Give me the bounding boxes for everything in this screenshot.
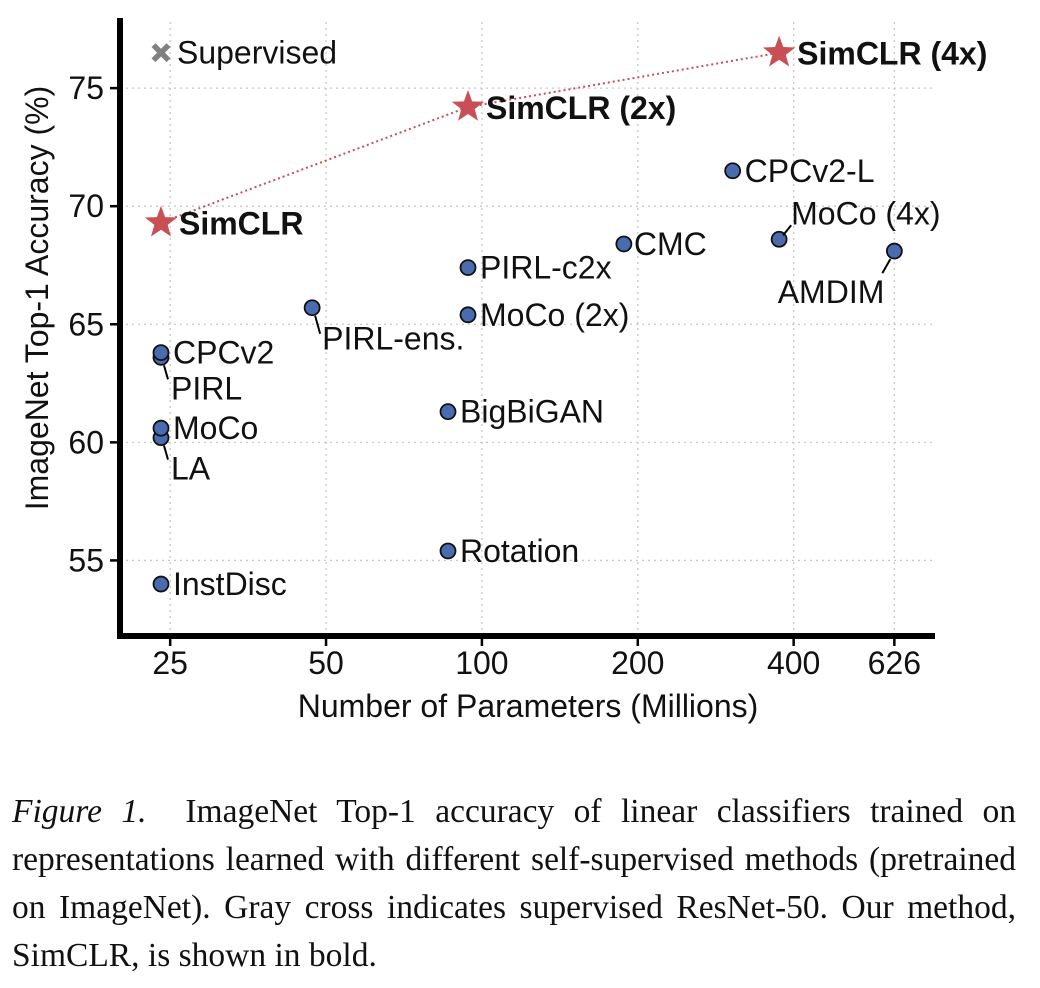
axes — [110, 18, 935, 646]
point-label-supervised: Supervised — [177, 35, 337, 71]
point-cmc — [615, 235, 633, 253]
point-label-moco-2x: MoCo (2x) — [480, 297, 629, 333]
point-label-rotation: Rotation — [460, 533, 579, 569]
star-simclr — [144, 205, 178, 237]
y-tick-label: 65 — [68, 306, 104, 342]
y-tick-label: 70 — [68, 188, 104, 224]
point-label-simclr-2x: SimCLR (2x) — [486, 90, 676, 126]
point-cpcv2 — [152, 344, 170, 362]
leader-line-pirl — [163, 365, 169, 380]
figure-label: Figure 1. — [12, 793, 147, 830]
leader-line-pirl-ens — [314, 315, 322, 335]
tick-labels: 25 50 100 200 400 626 55 60 65 70 75 — [68, 70, 921, 681]
leader-line-moco-4x — [782, 224, 792, 236]
point-moco-2x — [459, 306, 477, 324]
leader-line-amdim — [881, 258, 892, 274]
point-label-simclr-4x: SimCLR (4x) — [797, 36, 987, 72]
star-simclr-4x — [762, 35, 796, 67]
point-rotation — [439, 542, 457, 560]
point-label-cpcv2-l: CPCv2-L — [745, 153, 875, 189]
point-label-la: LA — [171, 451, 211, 487]
point-moco — [152, 419, 170, 437]
x-tick-label: 400 — [767, 645, 820, 681]
x-tick-label: 50 — [308, 645, 344, 681]
simclr-trend-line — [160, 51, 780, 224]
supervised-cross-stroke-b — [151, 43, 171, 63]
point-label-instdisc: InstDisc — [173, 566, 287, 602]
point-label-simclr: SimCLR — [179, 206, 303, 242]
point-pirl-c2x — [459, 259, 477, 277]
x-tick-label: 200 — [611, 645, 664, 681]
point-bigbigan — [439, 403, 457, 421]
point-label-pirl-c2x: PIRL-c2x — [480, 250, 612, 286]
point-label-moco-4x: MoCo (4x) — [791, 195, 940, 231]
point-label-amdim: AMDIM — [778, 274, 885, 310]
y-tick-label: 60 — [68, 424, 104, 460]
point-moco-4x — [770, 230, 788, 248]
point-amdim — [885, 242, 903, 260]
star-simclr-2x — [451, 90, 485, 121]
grid — [120, 22, 935, 636]
point-label-pirl: PIRL — [171, 370, 242, 406]
simclr-connector — [160, 51, 780, 224]
point-label-pirl-ens: PIRL-ens. — [322, 321, 464, 357]
x-tick-label: 25 — [152, 645, 188, 681]
figure-caption: Figure 1. ImageNet Top-1 accuracy of lin… — [12, 788, 1016, 980]
leader-line-la — [163, 445, 169, 460]
y-tick-label: 55 — [68, 542, 104, 578]
point-cpcv2-l — [724, 162, 742, 180]
y-tick-label: 75 — [68, 70, 104, 106]
point-instdisc — [152, 575, 170, 593]
point-pirl-ens — [303, 299, 321, 317]
point-label-cpcv2: CPCv2 — [173, 335, 274, 371]
point-label-cmc: CMC — [634, 226, 707, 262]
point-label-bigbigan: BigBiGAN — [460, 394, 604, 430]
y-axis-title: ImageNet Top-1 Accuracy (%) — [19, 86, 55, 510]
point-label-moco: MoCo — [173, 410, 258, 446]
data-points — [144, 35, 903, 593]
x-tick-label: 626 — [868, 645, 921, 681]
x-axis-title: Number of Parameters (Millions) — [298, 688, 759, 724]
x-tick-label: 100 — [455, 645, 508, 681]
caption-text: ImageNet Top-1 accuracy of linear classi… — [12, 793, 1017, 974]
